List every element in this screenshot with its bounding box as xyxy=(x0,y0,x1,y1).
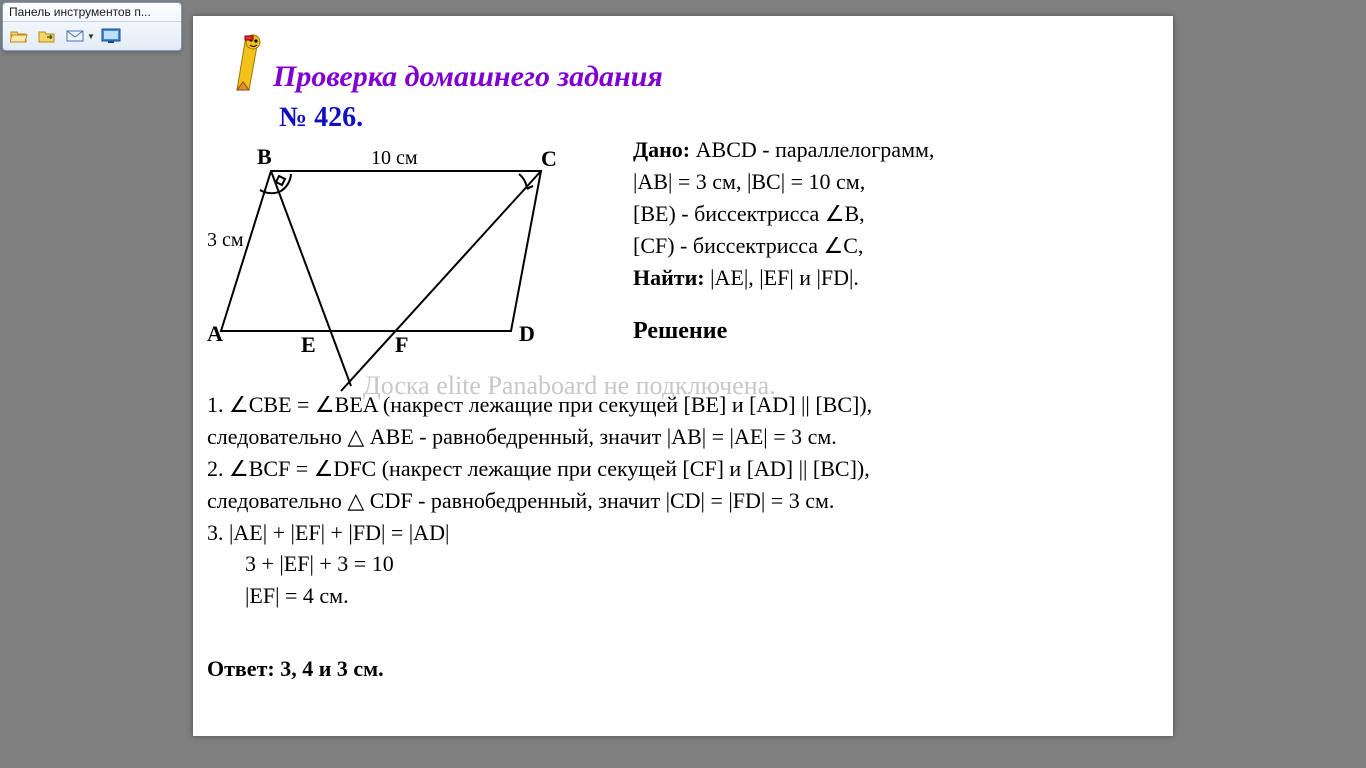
sol-line-3: 3. |AE| + |EF| + |FD| = |AD| xyxy=(207,517,1147,549)
page-title: Проверка домашнего задания xyxy=(273,60,663,94)
label-AB-len: 3 см xyxy=(207,229,244,251)
sol-line-1: 1. ∠CBE = ∠BEA (накрест лежащие при секу… xyxy=(207,389,1147,421)
sol-line-1b: следовательно △ ABE - равнобедренный, зн… xyxy=(207,421,1147,453)
label-BC-len: 10 см xyxy=(371,147,418,169)
label-D: D xyxy=(519,321,535,346)
solution-title: Решение xyxy=(633,318,727,345)
given-line4: [CF) - биссектрисса ∠C, xyxy=(633,230,1143,262)
sol-line-4: 3 + |EF| + 3 = 10 xyxy=(245,548,1147,580)
problem-number: № 426. xyxy=(279,102,363,134)
folder-arrow-icon[interactable] xyxy=(35,25,59,47)
folder-open-icon[interactable] xyxy=(7,25,31,47)
sol-line-2: 2. ∠BCF = ∠DFC (накрест лежащие при секу… xyxy=(207,453,1147,485)
label-B: B xyxy=(257,144,272,169)
slide-page: Проверка домашнего задания № 426. A B C … xyxy=(193,16,1173,736)
label-C: C xyxy=(541,146,557,171)
toolbar-row: ▼ xyxy=(3,22,181,50)
answer-line: Ответ: 3, 4 и 3 см. xyxy=(207,656,384,682)
given-line2: |AB| = 3 см, |BC| = 10 см, xyxy=(633,166,1143,198)
given-block: Дано: ABCD - параллелограмм, |AB| = 3 см… xyxy=(633,134,1143,293)
toolbar-title: Панель инструментов п... xyxy=(3,3,181,22)
label-A: A xyxy=(207,321,223,346)
label-F: F xyxy=(395,332,408,357)
floating-toolbar: Панель инструментов п... ▼ xyxy=(2,2,182,51)
given-find: Найти: |AE|, |EF| и |FD|. xyxy=(633,262,1143,294)
sol-line-2b: следовательно △ CDF - равнобедренный, зн… xyxy=(207,485,1147,517)
dropdown-arrow-icon[interactable]: ▼ xyxy=(87,32,95,41)
pencil-icon xyxy=(223,32,267,92)
sol-line-5: |EF| = 4 см. xyxy=(245,580,1147,612)
geometry-figure: A B C D E F 10 см 3 см xyxy=(201,136,581,396)
given-line3: [BE) - биссектрисса ∠B, xyxy=(633,198,1143,230)
given-line1: Дано: ABCD - параллелограмм, xyxy=(633,134,1143,166)
mail-icon[interactable] xyxy=(63,25,87,47)
solution-body: 1. ∠CBE = ∠BEA (накрест лежащие при секу… xyxy=(207,389,1147,612)
screen-icon[interactable] xyxy=(99,25,123,47)
label-E: E xyxy=(301,332,316,357)
